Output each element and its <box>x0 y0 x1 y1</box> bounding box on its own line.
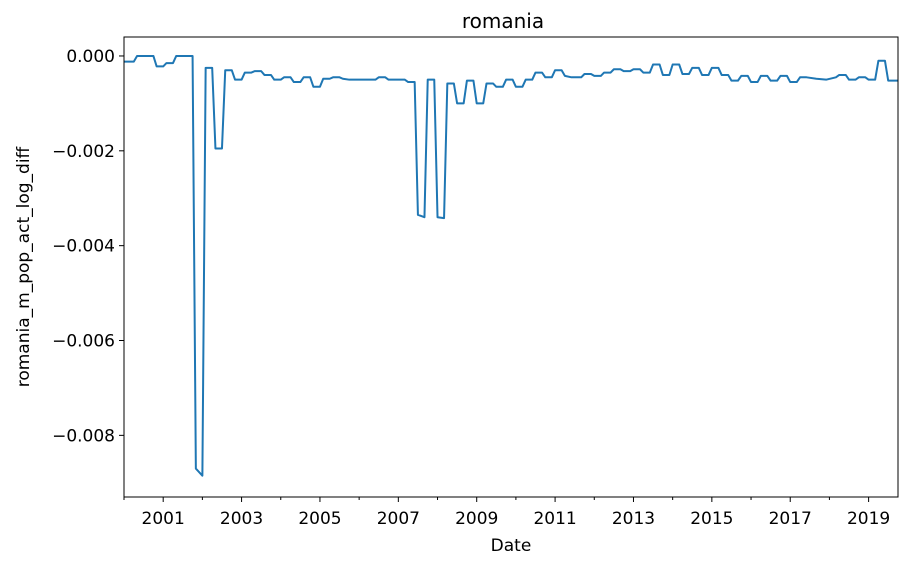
y-tick-label: −0.006 <box>52 332 115 352</box>
x-axis: 2001 2003 2005 2007 2009 2011 2013 2015 2017 2019 <box>123 497 890 529</box>
series-layer <box>124 54 898 477</box>
y-tick-label: −0.008 <box>52 426 115 446</box>
y-tick-label: −0.002 <box>52 142 115 162</box>
y-tick-label: 0.000 <box>66 47 115 67</box>
x-tick-label: 2005 <box>298 509 341 529</box>
y-axis-label: romania_m_pop_act_log_diff <box>14 145 34 387</box>
x-axis-label: Date <box>491 536 532 556</box>
series-line-0 <box>124 54 898 477</box>
chart-title: romania <box>462 9 544 33</box>
x-tick-label: 2013 <box>612 509 655 529</box>
x-tick-label: 2011 <box>533 509 576 529</box>
x-tick-label: 2007 <box>377 509 420 529</box>
x-tick-label: 2003 <box>220 509 263 529</box>
y-axis: 0.000 −0.002 −0.004 −0.006 −0.008 <box>52 47 124 446</box>
x-tick-label: 2001 <box>142 509 185 529</box>
plot-frame <box>123 36 899 498</box>
x-tick-label: 2015 <box>690 509 733 529</box>
x-tick-label: 2017 <box>769 509 812 529</box>
x-tick-label: 2009 <box>455 509 498 529</box>
x-tick-label: 2019 <box>847 509 890 529</box>
y-tick-label: −0.004 <box>52 237 115 257</box>
